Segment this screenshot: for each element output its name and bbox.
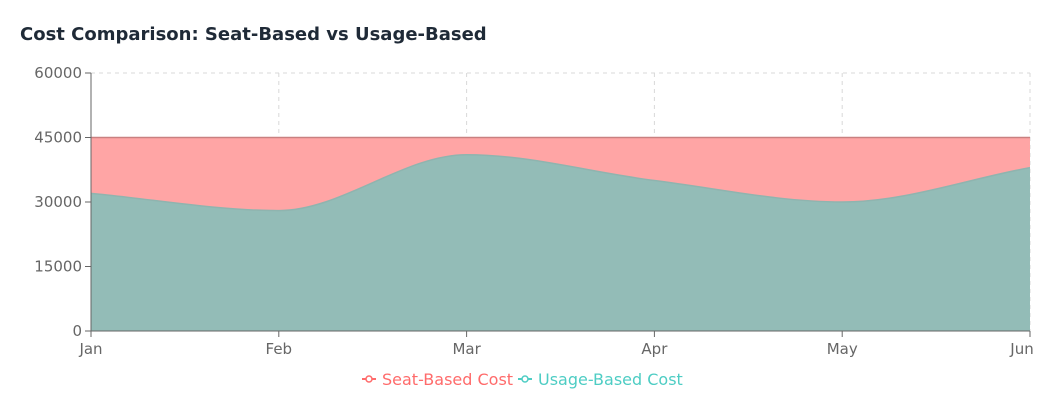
- x-tick-label: Jun: [1009, 340, 1033, 358]
- chart-title: Cost Comparison: Seat-Based vs Usage-Bas…: [20, 24, 487, 45]
- y-tick-label: 0: [72, 322, 82, 340]
- area-usage-based-cost: [91, 154, 1030, 331]
- y-tick-label: 30000: [34, 193, 82, 211]
- y-tick-label: 60000: [34, 64, 82, 82]
- x-tick-label: Feb: [266, 340, 293, 358]
- legend-label: Seat-Based Cost: [382, 370, 513, 389]
- line-usage-based-cost: [90, 153, 1031, 212]
- y-tick-label: 15000: [34, 258, 82, 276]
- x-tick-label: Jan: [78, 340, 102, 358]
- legend-marker-dot: [365, 375, 373, 383]
- legend-marker-dot: [521, 375, 529, 383]
- y-tick-label: 45000: [34, 129, 82, 147]
- x-tick-label: May: [827, 340, 858, 358]
- x-tick-label: Mar: [452, 340, 481, 358]
- legend-label: Usage-Based Cost: [538, 370, 683, 389]
- x-tick-label: Apr: [641, 340, 668, 358]
